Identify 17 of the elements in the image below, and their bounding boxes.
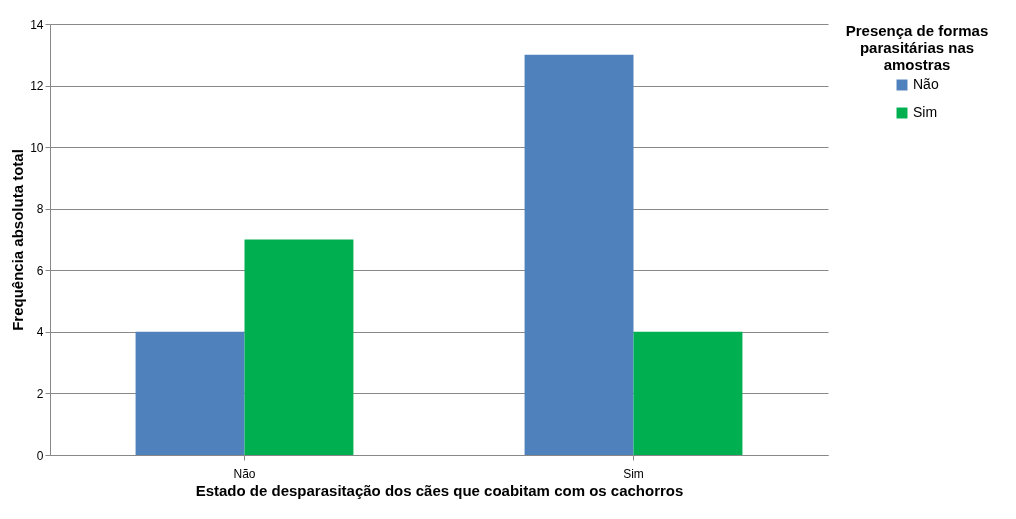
- bar: [244, 239, 354, 455]
- y-tick-label: 12: [30, 79, 44, 94]
- legend-title: Presença de formas parasitárias nas amostras: [845, 22, 989, 73]
- y-tick-label: 10: [30, 140, 44, 155]
- bar: [633, 331, 743, 455]
- legend-label: Não: [913, 76, 939, 92]
- y-tick-label: 2: [36, 386, 44, 401]
- y-tick-label: 14: [30, 17, 44, 32]
- y-tick-label: 4: [36, 325, 44, 340]
- legend-label: Sim: [913, 104, 938, 120]
- y-axis-title: Frequência absoluta total: [9, 149, 27, 331]
- x-axis-title: Estado de desparasitação dos cães que coabitam com os cachorros: [195, 481, 684, 499]
- bar: [524, 54, 634, 455]
- y-tick-label: 0: [36, 448, 44, 463]
- y-tick-label: 6: [36, 263, 44, 278]
- y-tick-label: 8: [36, 202, 44, 217]
- bar: [135, 331, 245, 455]
